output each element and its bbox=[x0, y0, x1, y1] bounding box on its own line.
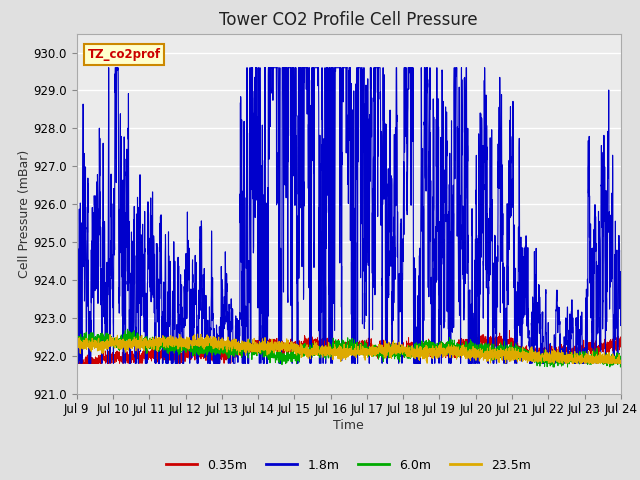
6.0m bbox=[124, 326, 132, 332]
1.8m bbox=[75, 360, 83, 366]
Line: 0.35m: 0.35m bbox=[77, 331, 621, 363]
6.0m bbox=[616, 355, 624, 360]
0.35m bbox=[502, 340, 509, 346]
1.8m bbox=[617, 280, 625, 286]
6.0m bbox=[171, 348, 179, 354]
6.0m bbox=[471, 346, 479, 352]
23.5m bbox=[502, 360, 509, 366]
23.5m bbox=[617, 360, 625, 366]
Y-axis label: Cell Pressure (mBar): Cell Pressure (mBar) bbox=[18, 149, 31, 278]
Text: TZ_co2prof: TZ_co2prof bbox=[88, 48, 161, 61]
Line: 6.0m: 6.0m bbox=[77, 329, 621, 367]
Title: Tower CO2 Profile Cell Pressure: Tower CO2 Profile Cell Pressure bbox=[220, 11, 478, 29]
X-axis label: Time: Time bbox=[333, 419, 364, 432]
0.35m bbox=[471, 341, 479, 347]
6.0m bbox=[617, 355, 625, 360]
1.8m bbox=[616, 290, 624, 296]
23.5m bbox=[329, 347, 337, 353]
0.35m bbox=[440, 346, 448, 352]
6.0m bbox=[441, 347, 449, 352]
1.8m bbox=[171, 258, 179, 264]
0.35m bbox=[73, 360, 81, 366]
6.0m bbox=[549, 364, 557, 370]
0.35m bbox=[328, 347, 336, 352]
23.5m bbox=[616, 358, 624, 364]
23.5m bbox=[471, 350, 479, 356]
0.35m bbox=[506, 328, 513, 334]
6.0m bbox=[502, 347, 509, 352]
6.0m bbox=[73, 337, 81, 343]
Line: 1.8m: 1.8m bbox=[77, 68, 621, 363]
Legend: 0.35m, 1.8m, 6.0m, 23.5m: 0.35m, 1.8m, 6.0m, 23.5m bbox=[161, 454, 536, 477]
Line: 23.5m: 23.5m bbox=[77, 334, 621, 363]
23.5m bbox=[171, 341, 179, 347]
23.5m bbox=[194, 331, 202, 337]
1.8m bbox=[73, 258, 81, 264]
1.8m bbox=[441, 277, 449, 283]
0.35m bbox=[171, 354, 179, 360]
1.8m bbox=[105, 65, 113, 71]
6.0m bbox=[329, 348, 337, 354]
23.5m bbox=[441, 348, 449, 354]
1.8m bbox=[329, 299, 337, 304]
23.5m bbox=[423, 360, 431, 366]
0.35m bbox=[616, 337, 624, 343]
23.5m bbox=[73, 343, 81, 349]
0.35m bbox=[617, 339, 625, 345]
1.8m bbox=[502, 360, 509, 366]
1.8m bbox=[471, 257, 479, 263]
